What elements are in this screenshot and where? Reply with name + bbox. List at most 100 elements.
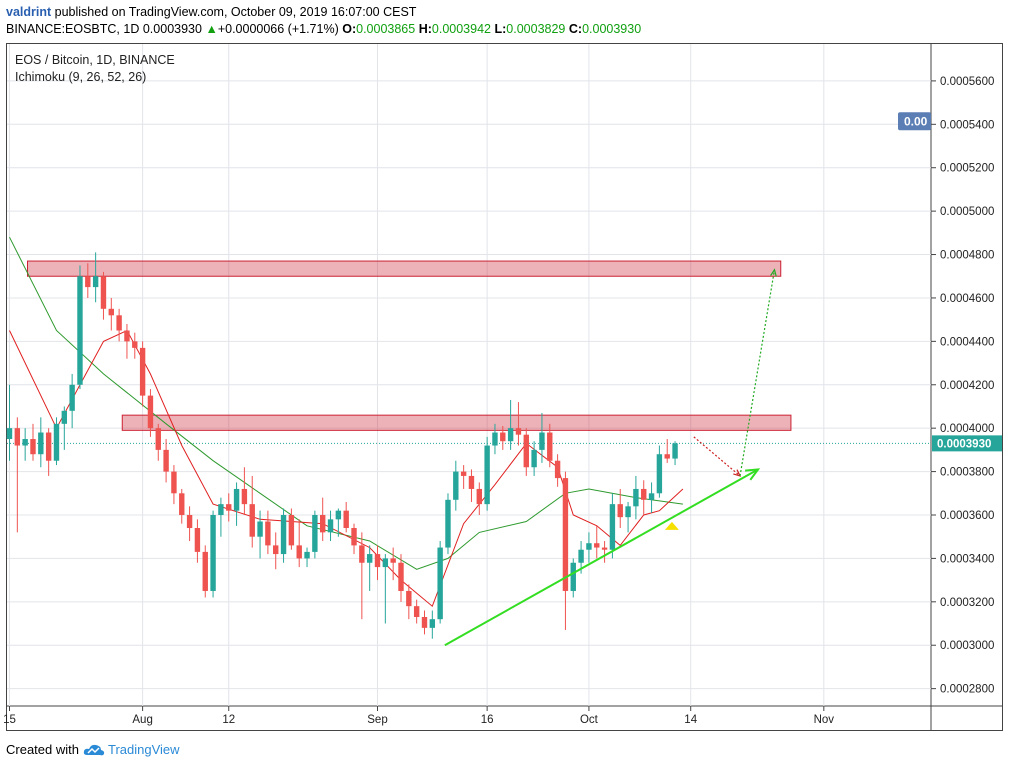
- candle-body: [171, 471, 177, 494]
- candle-body: [241, 488, 248, 505]
- candle-body: [531, 449, 537, 468]
- cloud-icon: [83, 744, 105, 755]
- candle-body: [554, 460, 561, 479]
- candle-up: [53, 417, 60, 466]
- partial-price-badge-text: 0.00: [904, 114, 928, 128]
- candle-up: [437, 541, 443, 624]
- candle-body: [609, 504, 616, 550]
- candle-body: [186, 514, 193, 529]
- candle-down: [413, 599, 420, 624]
- candle-down: [460, 465, 467, 489]
- candle-up: [453, 460, 459, 511]
- candle-up: [69, 373, 75, 429]
- footer: Created with TradingView: [6, 742, 180, 757]
- candle-body: [374, 554, 381, 568]
- candle-body: [617, 504, 623, 518]
- candle-body: [562, 478, 569, 591]
- candle-down: [124, 323, 130, 359]
- candle-body: [100, 276, 107, 309]
- candle-down: [14, 417, 21, 533]
- candle-body: [273, 545, 279, 555]
- created-with-label: Created with: [6, 742, 79, 757]
- price-tick-label: 0.0005400: [940, 119, 994, 131]
- candle-up: [77, 265, 83, 390]
- time-tick-label: Sep: [367, 714, 387, 726]
- price-chart[interactable]: 0.0005600 0.0005400 0.0005200 0.0005000 0.00…: [0, 0, 1010, 740]
- candle-body: [366, 554, 373, 563]
- close-value: 0.0003930: [582, 22, 642, 36]
- open-label: O:: [342, 22, 357, 36]
- candle-down: [241, 467, 248, 515]
- candle-up: [586, 532, 592, 563]
- candle-down: [320, 497, 326, 542]
- candle-up: [507, 399, 514, 450]
- price-tick-label: 0.0004200: [940, 380, 994, 392]
- candle-down: [108, 297, 114, 331]
- candle-down: [641, 480, 647, 515]
- candle-body: [320, 514, 326, 533]
- price-tick-label: 0.0005200: [940, 163, 994, 175]
- candle-body: [265, 521, 271, 546]
- time-tick-label: Nov: [814, 714, 835, 726]
- candle-body: [194, 528, 201, 552]
- candle-down: [398, 554, 404, 602]
- candle-body: [453, 471, 459, 500]
- candle-down: [179, 488, 185, 524]
- candle-down: [523, 428, 529, 476]
- candle-down: [30, 423, 36, 461]
- candle-body: [445, 499, 451, 548]
- candle-body: [280, 514, 287, 555]
- candle-body: [327, 519, 334, 533]
- change-value: +0.0000066 (+1.71%): [217, 22, 339, 36]
- candle-down: [147, 389, 154, 437]
- low-value: 0.0003829: [506, 22, 566, 36]
- candle-up: [61, 406, 68, 450]
- candle-down: [132, 332, 138, 359]
- candle-body: [484, 445, 490, 505]
- price-tick-label: 0.0005600: [940, 76, 994, 88]
- candle-down: [45, 428, 52, 476]
- tradingview-logo[interactable]: TradingView: [83, 742, 180, 757]
- candle-body: [124, 330, 130, 342]
- candle-down: [116, 308, 122, 342]
- candle-down: [273, 532, 279, 570]
- candle-body: [429, 619, 436, 628]
- candle-body: [69, 384, 75, 411]
- indicator-label[interactable]: Ichimoku (9, 26, 52, 26): [15, 70, 147, 84]
- candle-down: [186, 506, 193, 542]
- candle-body: [77, 276, 83, 385]
- candle-up: [92, 252, 99, 303]
- candle-body: [468, 475, 475, 489]
- candle-body: [586, 543, 592, 550]
- candle-down: [476, 482, 482, 515]
- candle-body: [45, 432, 52, 461]
- candle-body: [641, 488, 647, 500]
- candle-body: [476, 488, 482, 505]
- time-tick-label: Aug: [132, 714, 152, 726]
- candle-down: [296, 519, 302, 568]
- last-price-badge: 0.0003930: [932, 435, 1002, 452]
- candle-up: [648, 482, 655, 513]
- tradingview-brand: TradingView: [107, 742, 180, 757]
- close-label: C:: [568, 22, 583, 36]
- candle-body: [22, 439, 28, 446]
- candle-body: [155, 428, 161, 450]
- candle-body: [523, 434, 529, 468]
- author-link[interactable]: valdrint: [6, 5, 52, 19]
- candle-body: [288, 514, 295, 546]
- candle-up: [218, 497, 224, 537]
- last-price-badge-text: 0.0003930: [937, 438, 991, 450]
- price-tick-label: 0.0004800: [940, 250, 994, 262]
- candle-down: [390, 547, 396, 581]
- candle-body: [500, 432, 506, 442]
- candles: [6, 252, 678, 639]
- candle-up: [484, 436, 490, 511]
- candle-body: [53, 423, 60, 461]
- candle-body: [672, 443, 678, 459]
- candle-down: [594, 525, 600, 559]
- candle-body: [296, 545, 302, 559]
- up-triangle-icon: ▲: [205, 22, 218, 36]
- chart-frame[interactable]: [6, 43, 1003, 731]
- tenkan-line: [9, 329, 684, 608]
- candle-body: [539, 432, 545, 450]
